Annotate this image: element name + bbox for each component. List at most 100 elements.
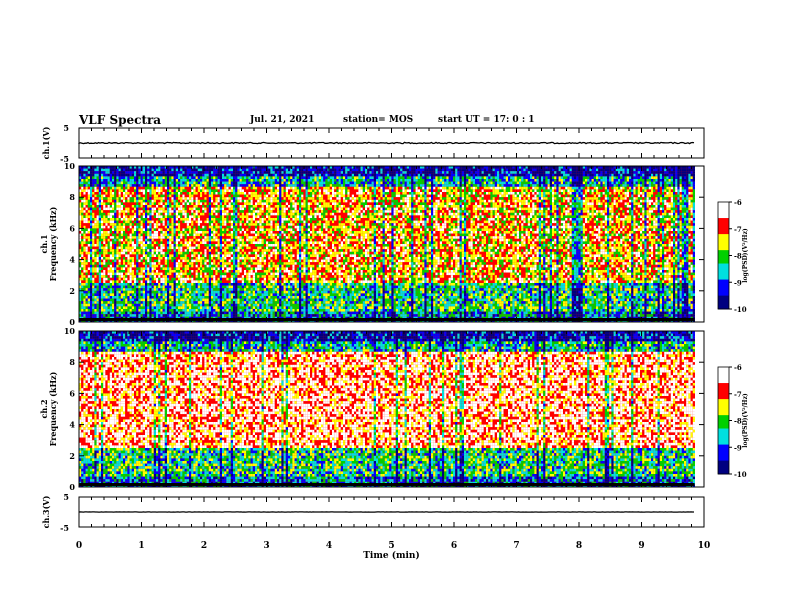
spectrogram-cell [204, 312, 206, 315]
spectrogram-cell [127, 244, 129, 247]
spectrogram-cell [90, 312, 92, 315]
spectrogram-cell [218, 273, 220, 276]
spectrogram-cell [130, 228, 132, 231]
spectrogram-cell [105, 262, 107, 265]
spectrogram-cell [97, 247, 99, 250]
spectrogram-cell [83, 213, 85, 216]
spectrogram-cell [253, 195, 255, 198]
spectrogram-cell [182, 236, 184, 239]
spectrogram-cell [112, 228, 114, 231]
spectrogram-cell [220, 215, 222, 218]
spectrogram-cell [226, 176, 228, 179]
spectrogram-cell [130, 200, 132, 203]
spectrogram-cell [251, 195, 253, 198]
spectrogram-cell [220, 247, 222, 250]
spectrogram-cell [171, 265, 173, 268]
spectrogram-cell [255, 283, 257, 286]
spectrogram-cell [114, 291, 116, 294]
spectrogram-cell [171, 291, 173, 294]
spectrogram-cell [171, 252, 173, 255]
spectrogram-cell [233, 270, 235, 273]
spectrogram-cell [88, 179, 90, 182]
spectrogram-cell [231, 273, 233, 276]
spectrogram-cell [171, 301, 173, 304]
spectrogram-cell [180, 270, 182, 273]
spectrogram-cell [119, 208, 121, 211]
spectrogram-cell [103, 278, 105, 281]
spectrogram-cell [218, 192, 220, 195]
spectrogram-cell [193, 218, 195, 221]
spectrogram-cell [138, 314, 140, 317]
spectrogram-cell [255, 228, 257, 231]
spectrogram-cell [99, 293, 101, 296]
spectrogram-cell [222, 270, 224, 273]
spectrogram-cell [92, 296, 94, 299]
spectrogram-cell [248, 171, 250, 174]
spectrogram-cell [138, 304, 140, 307]
spectrogram-cell [180, 291, 182, 294]
spectrogram-cell [196, 275, 198, 278]
spectrogram-cell [116, 197, 118, 200]
spectrogram-cell [94, 267, 96, 270]
spectrogram-cell [176, 314, 178, 317]
spectrogram-cell [176, 241, 178, 244]
spectrogram-cell [145, 241, 147, 244]
spectrogram-cell [116, 273, 118, 276]
spectrogram-cell [169, 252, 171, 255]
spectrogram-cell [180, 262, 182, 265]
spectrogram-cell [174, 174, 176, 177]
spectrogram-cell [152, 247, 154, 250]
spectrogram-cell [165, 231, 167, 234]
spectrogram-cell [116, 236, 118, 239]
spectrogram-cell [244, 215, 246, 218]
spectrogram-cell [204, 241, 206, 244]
spectrogram-cell [110, 234, 112, 237]
spectrogram-cell [235, 296, 237, 299]
spectrogram-cell [158, 273, 160, 276]
spectrogram-cell [105, 299, 107, 302]
spectrogram-cell [105, 192, 107, 195]
spectrogram-cell [127, 182, 129, 185]
spectrogram-cell [222, 254, 224, 257]
spectrogram-cell [108, 187, 110, 190]
spectrogram-cell [136, 174, 138, 177]
spectrogram-cell [218, 306, 220, 309]
spectrogram-cell [127, 304, 129, 307]
spectrogram-cell [105, 187, 107, 190]
spectrogram-cell [125, 244, 127, 247]
spectrogram-cell [224, 171, 226, 174]
spectrogram-cell [154, 226, 156, 229]
spectrogram-cell [97, 280, 99, 283]
spectrogram-cell [147, 176, 149, 179]
spectrogram-cell [134, 270, 136, 273]
spectrogram-cell [108, 252, 110, 255]
spectrogram-cell [229, 309, 231, 312]
spectrogram-cell [119, 192, 121, 195]
spectrogram-cell [90, 189, 92, 192]
spectrogram-cell [222, 213, 224, 216]
spectrogram-cell [114, 210, 116, 213]
spectrogram-cell [231, 228, 233, 231]
spectrogram-cell [251, 208, 253, 211]
spectrogram-cell [235, 267, 237, 270]
spectrogram-cell [86, 293, 88, 296]
spectrogram-cell [105, 205, 107, 208]
spectrogram-cell [123, 260, 125, 263]
start-time-label: start UT = 17: 0 : 1 [438, 115, 535, 125]
spectrogram-cell [189, 226, 191, 229]
spectrogram-cell [103, 213, 105, 216]
spectrogram-cell [235, 182, 237, 185]
spectrogram-cell [152, 291, 154, 294]
spectrogram-cell [143, 309, 145, 312]
spectrogram-cell [171, 257, 173, 260]
spectrogram-cell [110, 200, 112, 203]
spectrogram-cell [138, 299, 140, 302]
spectrogram-cell [242, 293, 244, 296]
spectrogram-cell [90, 309, 92, 312]
spectrogram-cell [200, 257, 202, 260]
spectrogram-cell [141, 200, 143, 203]
spectrogram-cell [233, 291, 235, 294]
spectrogram-cell [189, 267, 191, 270]
spectrogram-cell [198, 195, 200, 198]
spectrogram-cell [229, 223, 231, 226]
